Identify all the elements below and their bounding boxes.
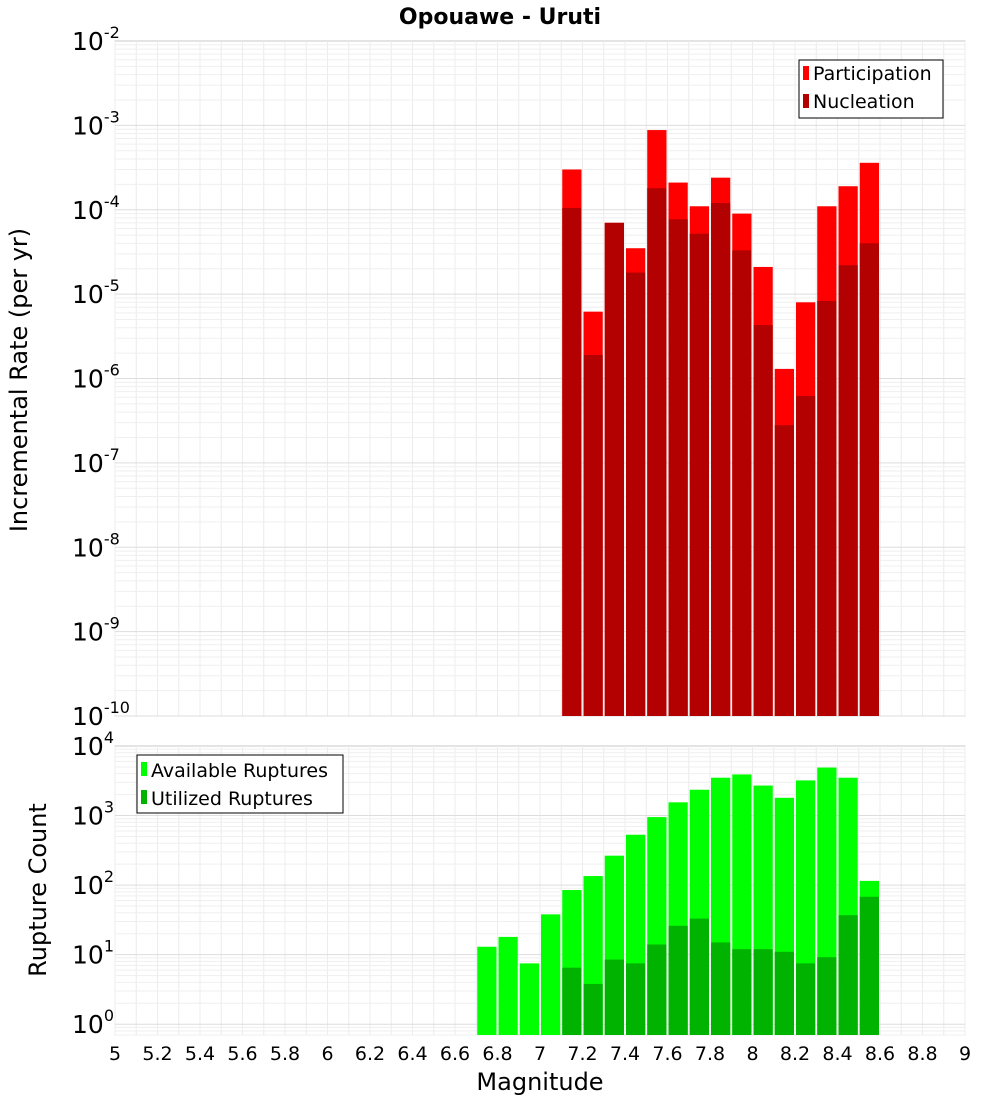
x-tick-label: 6.8 <box>482 1043 512 1065</box>
x-tick-label: 8.4 <box>822 1043 852 1065</box>
utilized-bar <box>689 918 709 1035</box>
y-tick-label: 10-8 <box>72 529 120 562</box>
x-tick-label: 8 <box>746 1043 758 1065</box>
nucleation-bar <box>859 243 879 717</box>
available-bar <box>498 936 518 1035</box>
x-tick-label: 5.4 <box>185 1043 215 1065</box>
legend-label-utilized: Utilized Ruptures <box>151 788 313 810</box>
utilized-bar <box>626 963 646 1035</box>
nucleation-bar <box>689 233 709 716</box>
nucleation-bar <box>604 222 624 716</box>
nucleation-bar <box>647 188 667 717</box>
utilized-bar <box>817 957 837 1035</box>
y-tick-label: 10-10 <box>72 698 130 731</box>
bottom-bars <box>477 767 879 1035</box>
bottom-panel: 100 101 102 103 104 5 5.2 5.4 5.6 5.8 6 6.2 6.4 6.6 6… <box>24 728 971 1096</box>
x-tick-label: 5.2 <box>142 1043 172 1065</box>
utilized-bar <box>753 949 773 1035</box>
legend-label-available: Available Ruptures <box>151 760 328 782</box>
top-bars <box>562 130 879 717</box>
x-tick-label: 5.6 <box>227 1043 257 1065</box>
x-tick-label: 8.8 <box>907 1043 937 1065</box>
nucleation-bar <box>838 265 858 716</box>
x-tick-label: 8.2 <box>780 1043 810 1065</box>
x-tick-label: 7.6 <box>652 1043 682 1065</box>
utilized-bar <box>562 967 582 1035</box>
x-tick-label: 6.2 <box>355 1043 385 1065</box>
x-tick-label: 7.8 <box>695 1043 725 1065</box>
legend-swatch-participation <box>803 66 809 80</box>
utilized-bar <box>732 949 752 1035</box>
utilized-bar <box>774 951 794 1035</box>
utilized-bar <box>647 944 667 1035</box>
y-tick-label: 10-3 <box>72 107 120 140</box>
legend-swatch-available <box>141 762 147 776</box>
y-tick-label: 104 <box>72 728 114 761</box>
utilized-bar <box>838 915 858 1035</box>
bottom-y-ticks: 100 101 102 103 104 <box>72 728 114 1039</box>
x-tick-label: 6.4 <box>397 1043 427 1065</box>
top-grid <box>114 41 966 717</box>
x-tick-label: 8.6 <box>865 1043 895 1065</box>
utilized-bar <box>583 983 603 1035</box>
nucleation-bar <box>711 203 731 716</box>
x-tick-label: 7 <box>534 1043 546 1065</box>
y-tick-label: 103 <box>72 798 114 831</box>
y-tick-label: 10-5 <box>72 276 120 309</box>
bottom-legend-box <box>136 754 344 814</box>
chart-title: Opouawe - Uruti <box>399 5 601 30</box>
legend-swatch-nucleation <box>803 94 809 108</box>
legend-swatch-utilized <box>141 790 147 804</box>
y-tick-label: 10-6 <box>72 361 120 394</box>
nucleation-bar <box>796 396 816 716</box>
y-tick-label: 10-2 <box>72 23 120 56</box>
nucleation-bar <box>817 300 837 716</box>
utilized-bar <box>859 896 879 1035</box>
x-tick-label: 7.2 <box>567 1043 597 1065</box>
top-legend: Participation Nucleation <box>798 59 944 119</box>
x-tick-label: 5.8 <box>270 1043 300 1065</box>
utilized-bar <box>796 963 816 1035</box>
x-tick-label: 6 <box>321 1043 333 1065</box>
nucleation-bar <box>774 425 794 716</box>
y-tick-label: 10-4 <box>72 192 120 225</box>
available-bar <box>541 914 561 1035</box>
nucleation-bar <box>626 272 646 716</box>
x-tick-label: 7.4 <box>610 1043 640 1065</box>
available-bar <box>477 946 497 1035</box>
nucleation-bar <box>753 325 773 716</box>
top-y-axis-label: Incremental Rate (per yr) <box>5 228 33 532</box>
utilized-bar <box>711 942 731 1035</box>
y-tick-label: 10-7 <box>72 445 120 478</box>
x-tick-label: 6.6 <box>440 1043 470 1065</box>
top-legend-box <box>798 59 944 119</box>
bottom-y-axis-label: Rupture Count <box>24 803 52 977</box>
x-tick-label: 5 <box>109 1043 121 1065</box>
nucleation-bar <box>562 207 582 716</box>
nucleation-bar <box>668 219 688 717</box>
nucleation-bar <box>583 354 603 716</box>
legend-label-nucleation: Nucleation <box>813 91 915 113</box>
top-panel: 10-10 10-9 10-8 10-7 10-6 10-5 10-4 10-3 10-2 In… <box>5 23 966 731</box>
nucleation-bar <box>732 250 752 717</box>
y-tick-label: 10-9 <box>72 614 120 647</box>
legend-label-participation: Participation <box>813 63 932 85</box>
y-tick-label: 102 <box>72 867 114 900</box>
x-ticks: 5 5.2 5.4 5.6 5.8 6 6.2 6.4 6.6 6.8 7 7.2 7.4 7.6 7.8 8… <box>109 1043 971 1065</box>
y-tick-label: 100 <box>72 1006 114 1039</box>
bottom-legend: Available Ruptures Utilized Ruptures <box>136 754 344 814</box>
y-tick-label: 101 <box>72 937 114 970</box>
x-tick-label: 9 <box>959 1043 971 1065</box>
utilized-bar <box>668 925 688 1035</box>
utilized-bar <box>604 959 624 1035</box>
x-axis-label: Magnitude <box>476 1068 603 1096</box>
available-bar <box>519 963 539 1035</box>
top-y-ticks: 10-10 10-9 10-8 10-7 10-6 10-5 10-4 10-3 10-2 <box>72 23 130 731</box>
